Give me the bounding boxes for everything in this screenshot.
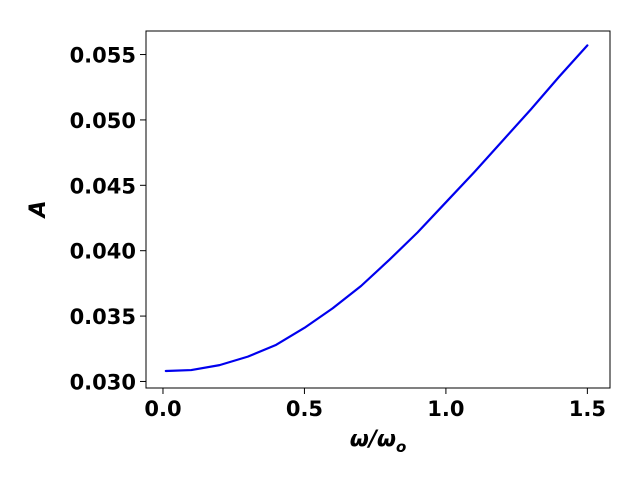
y-tick-label: 0.055 — [70, 44, 136, 68]
y-tick-label: 0.030 — [70, 370, 136, 394]
y-tick-label: 0.040 — [70, 240, 136, 264]
y-axis-ticks: 0.030 0.035 0.040 0.045 0.050 0.055 — [70, 44, 146, 394]
y-tick-label: 0.050 — [70, 109, 136, 133]
x-axis-ticks: 0.0 0.5 1.0 1.5 — [144, 388, 606, 421]
y-tick-label: 0.035 — [70, 305, 136, 329]
y-axis-label: A — [26, 200, 51, 219]
x-axis-label-subscript: o — [396, 438, 406, 456]
series-layer — [164, 44, 589, 373]
x-axis-label: ω/ωo — [350, 427, 407, 456]
x-tick-label: 0.5 — [286, 397, 323, 421]
x-axis-label-main: ω/ω — [350, 427, 396, 452]
y-tick-label: 0.045 — [70, 174, 136, 198]
x-tick-label: 0.0 — [144, 397, 181, 421]
x-tick-label: 1.5 — [569, 397, 606, 421]
series-line — [164, 44, 589, 373]
x-tick-label: 1.0 — [427, 397, 464, 421]
plot-frame — [145, 30, 611, 389]
